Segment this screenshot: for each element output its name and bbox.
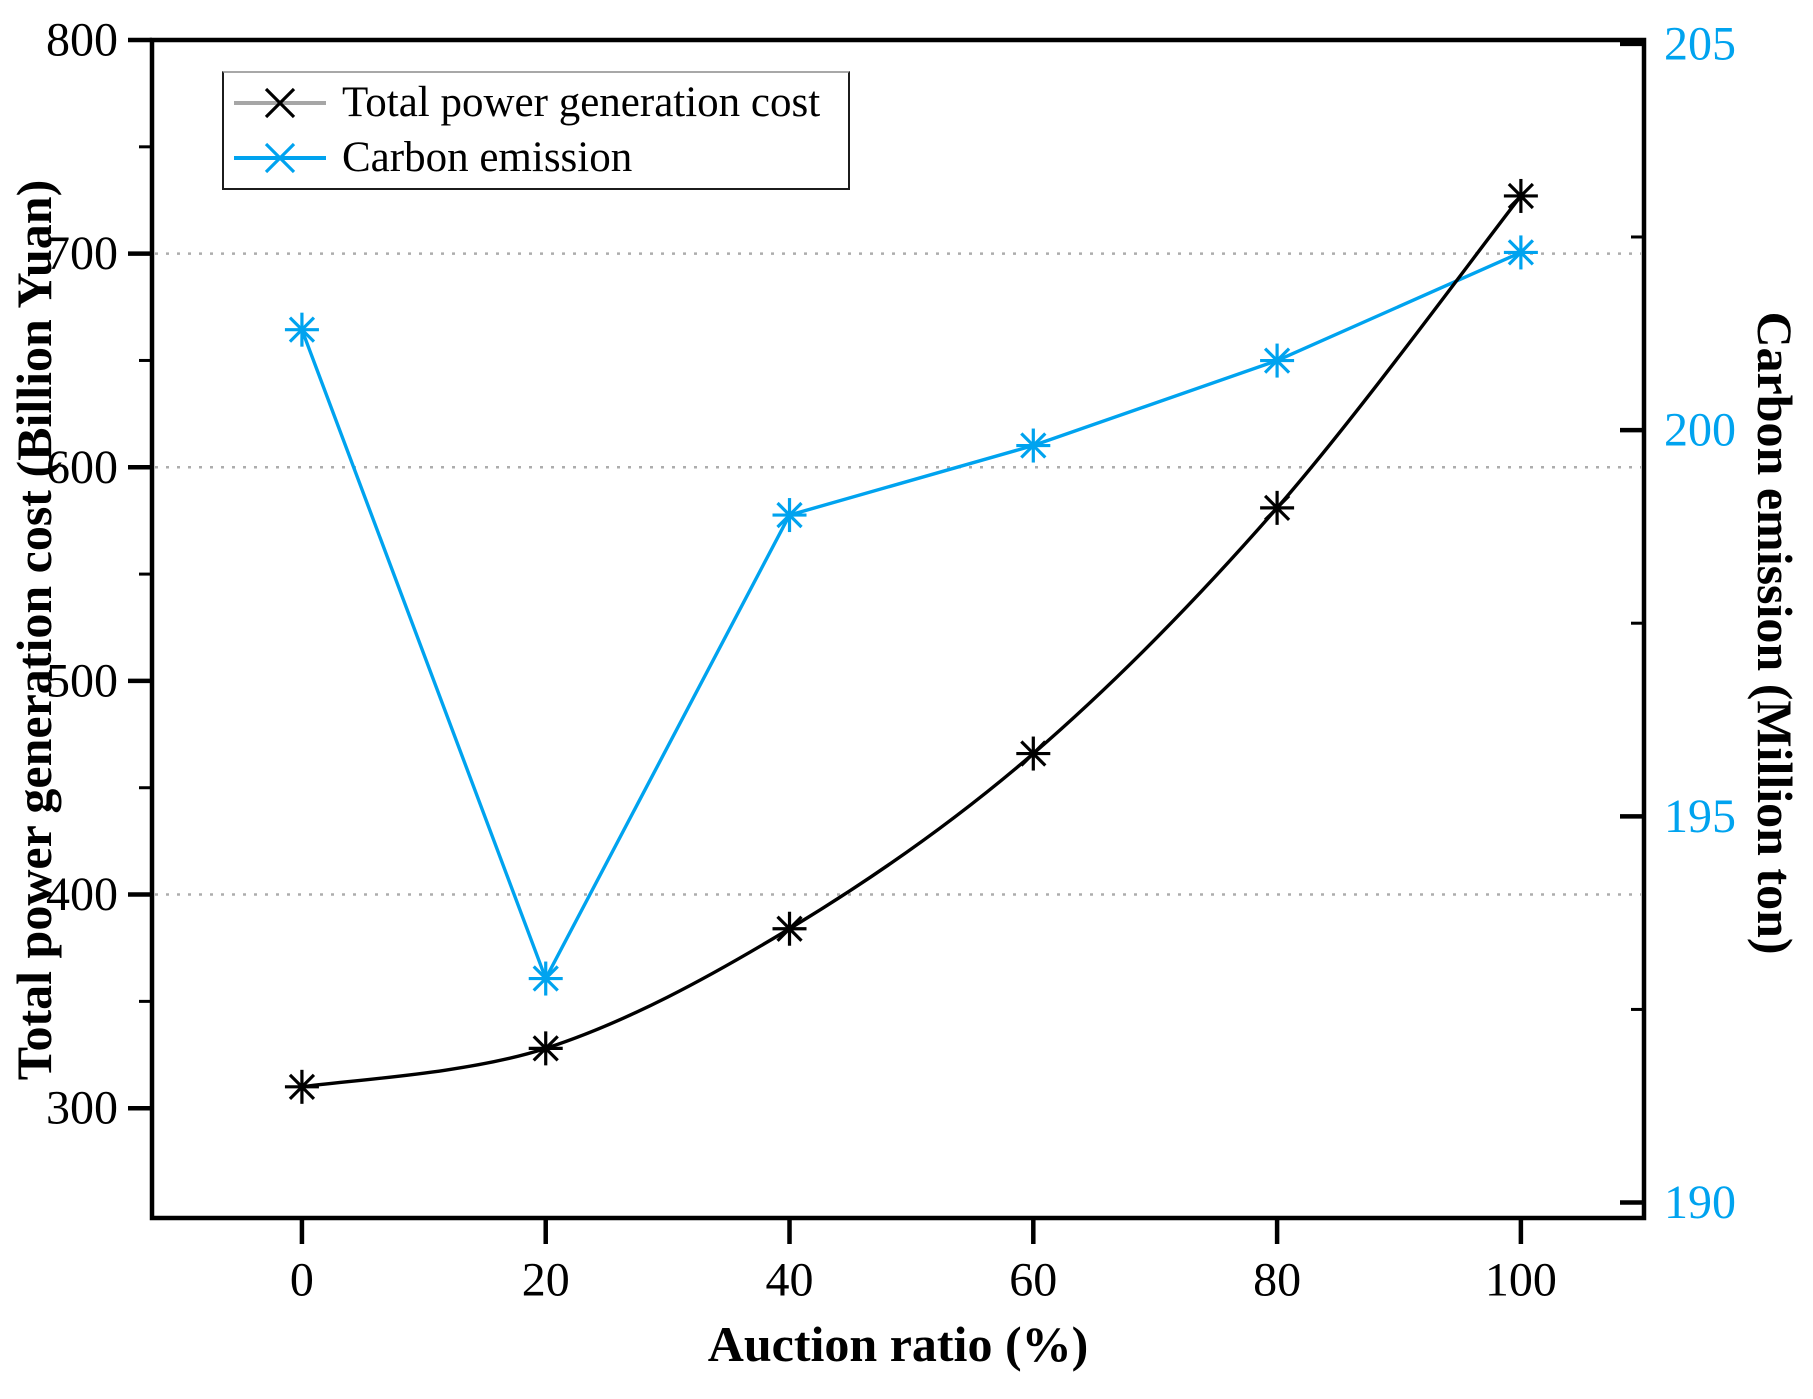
svg-text:200: 200 — [1664, 404, 1736, 457]
series-carbon-emission — [284, 235, 1538, 996]
svg-text:60: 60 — [1009, 1254, 1057, 1307]
legend-box: Total power generation cost Carbon emiss… — [222, 71, 850, 190]
x-axis-title: Auction ratio (%) — [707, 1316, 1089, 1372]
right-axis-title: Carbon emission (Million ton) — [1747, 311, 1803, 955]
svg-text:0: 0 — [290, 1254, 314, 1307]
legend-entry-total-cost: Total power generation cost — [232, 79, 848, 127]
left-axis-ticks: 300 400 500 600 700 800 — [46, 14, 152, 1135]
svg-text:195: 195 — [1664, 790, 1736, 843]
legend-marker-carbon-emission-icon — [234, 142, 326, 173]
left-axis-title: Total power generation cost (Billion Yua… — [6, 179, 62, 1081]
svg-text:205: 205 — [1664, 17, 1736, 70]
svg-text:700: 700 — [46, 227, 118, 280]
svg-text:600: 600 — [46, 441, 118, 494]
legend-marker-total-cost-icon — [234, 88, 326, 119]
legend-label-total-cost: Total power generation cost — [342, 79, 821, 127]
svg-text:800: 800 — [46, 14, 118, 67]
right-axis-ticks: 190 195 200 205 — [1620, 17, 1736, 1229]
svg-text:500: 500 — [46, 654, 118, 707]
legend-label-carbon-emission: Carbon emission — [342, 133, 633, 181]
legend-entry-carbon-emission: Carbon emission — [232, 134, 848, 182]
svg-text:100: 100 — [1485, 1254, 1557, 1307]
svg-text:300: 300 — [46, 1082, 118, 1135]
axis-frame — [149, 37, 1647, 1221]
svg-text:190: 190 — [1664, 1176, 1736, 1229]
x-axis-ticks: 0 20 40 60 80 100 — [290, 1218, 1557, 1307]
svg-text:400: 400 — [46, 868, 118, 921]
series-total-cost — [284, 178, 1538, 1104]
grid-lines — [155, 252, 1641, 896]
svg-text:20: 20 — [522, 1254, 570, 1307]
svg-text:40: 40 — [766, 1254, 814, 1307]
svg-text:80: 80 — [1253, 1254, 1301, 1307]
